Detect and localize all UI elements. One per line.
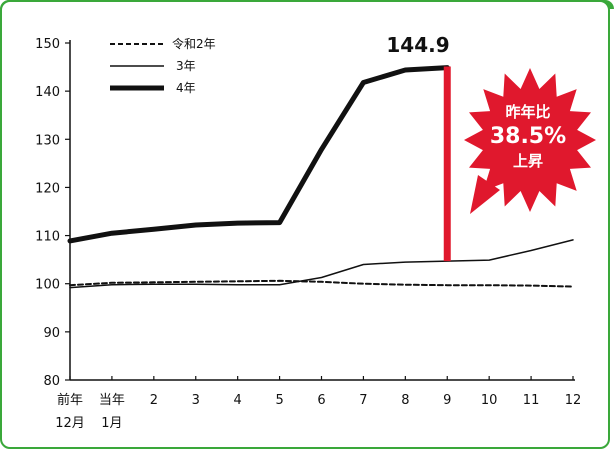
legend-label-3nen: 3年 bbox=[176, 59, 196, 73]
x-tick-label: 12 bbox=[565, 393, 582, 408]
series-line-1 bbox=[69, 239, 574, 289]
x-tick-label: 3 bbox=[192, 393, 200, 408]
y-tick-label: 80 bbox=[43, 374, 60, 389]
y-tick-label: 100 bbox=[35, 278, 60, 293]
y-tick-label: 90 bbox=[43, 326, 60, 341]
peak-value-label: 144.9 bbox=[386, 33, 449, 57]
x-tick-label: 5 bbox=[275, 393, 283, 408]
x-tick-label: 9 bbox=[443, 393, 451, 408]
y-tick-label: 110 bbox=[35, 230, 60, 245]
series-line-2 bbox=[67, 65, 450, 244]
x-tick-label: 2 bbox=[150, 393, 158, 408]
x-tick-label: 4 bbox=[234, 393, 242, 408]
legend-label-4nen: 4年 bbox=[176, 81, 196, 95]
x-tick-label: 1月 bbox=[101, 416, 122, 431]
x-tick-label: 12月 bbox=[55, 416, 85, 431]
starburst-pointer bbox=[470, 175, 500, 214]
x-tick-label: 6 bbox=[317, 393, 325, 408]
x-tick-label: 7 bbox=[359, 393, 367, 408]
y-tick-label: 140 bbox=[35, 85, 60, 100]
burst-text-line2: 38.5% bbox=[490, 124, 566, 149]
y-tick-label: 150 bbox=[35, 37, 60, 52]
x-tick-label: 10 bbox=[481, 393, 498, 408]
burst-text-line3: 上昇 bbox=[513, 152, 543, 170]
x-tick-label: 8 bbox=[401, 393, 409, 408]
series-line-0 bbox=[69, 279, 574, 288]
x-tick-label: 当年 bbox=[99, 393, 125, 408]
x-tick-label: 11 bbox=[523, 393, 540, 408]
increase-starburst bbox=[464, 68, 596, 212]
x-tick-label: 前年 bbox=[57, 392, 83, 408]
burst-text-line1: 昨年比 bbox=[505, 103, 550, 121]
y-tick-label: 130 bbox=[35, 133, 60, 148]
legend-label-reiwa2: 令和2年 bbox=[172, 36, 216, 51]
y-tick-label: 120 bbox=[35, 181, 60, 196]
